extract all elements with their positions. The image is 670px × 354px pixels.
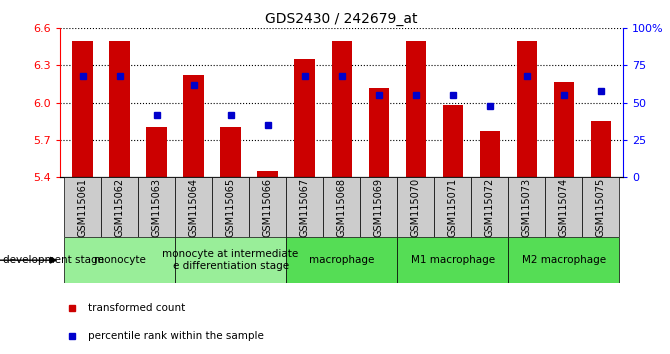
Text: macrophage: macrophage	[309, 255, 375, 265]
Text: GSM115075: GSM115075	[596, 177, 606, 237]
Bar	[397, 237, 509, 283]
Bar	[591, 121, 611, 177]
Bar	[64, 177, 101, 237]
Text: monocyte at intermediate
e differentiation stage: monocyte at intermediate e differentiati…	[163, 249, 299, 271]
Bar	[109, 41, 130, 177]
Bar	[72, 41, 92, 177]
Text: M2 macrophage: M2 macrophage	[522, 255, 606, 265]
Bar	[249, 177, 286, 237]
Title: GDS2430 / 242679_at: GDS2430 / 242679_at	[265, 12, 418, 26]
Text: transformed count: transformed count	[88, 303, 186, 313]
Text: GSM115073: GSM115073	[522, 177, 532, 237]
Bar	[257, 171, 278, 177]
Text: GSM115071: GSM115071	[448, 177, 458, 237]
Bar	[509, 237, 619, 283]
Bar	[369, 88, 389, 177]
Bar	[295, 59, 315, 177]
Text: GSM115065: GSM115065	[226, 177, 236, 237]
Bar	[286, 237, 397, 283]
Bar	[220, 127, 241, 177]
Bar	[64, 237, 175, 283]
Text: GSM115066: GSM115066	[263, 178, 273, 236]
Bar	[509, 177, 545, 237]
Text: GSM115063: GSM115063	[151, 178, 161, 236]
Text: GSM115072: GSM115072	[485, 177, 495, 237]
Text: GSM115070: GSM115070	[411, 177, 421, 237]
Text: M1 macrophage: M1 macrophage	[411, 255, 495, 265]
Text: GSM115064: GSM115064	[188, 178, 198, 236]
Bar	[323, 177, 360, 237]
Bar	[332, 41, 352, 177]
Bar	[175, 237, 286, 283]
Text: development stage: development stage	[3, 255, 105, 265]
Bar	[360, 177, 397, 237]
Bar	[553, 82, 574, 177]
Bar	[434, 177, 471, 237]
Bar	[138, 177, 175, 237]
Bar	[405, 41, 426, 177]
Bar	[397, 177, 434, 237]
Bar	[582, 177, 619, 237]
Bar	[184, 75, 204, 177]
Bar	[286, 177, 323, 237]
Text: GSM115062: GSM115062	[115, 177, 125, 237]
Bar	[480, 131, 500, 177]
Text: GSM115074: GSM115074	[559, 177, 569, 237]
Bar	[101, 177, 138, 237]
Text: GSM115067: GSM115067	[299, 177, 310, 237]
Text: GSM115069: GSM115069	[374, 178, 384, 236]
Text: GSM115061: GSM115061	[78, 178, 88, 236]
Bar	[175, 177, 212, 237]
Bar	[517, 41, 537, 177]
Bar	[545, 177, 582, 237]
Text: monocyte: monocyte	[94, 255, 145, 265]
Bar	[471, 177, 509, 237]
Bar	[146, 127, 167, 177]
Text: GSM115068: GSM115068	[337, 178, 346, 236]
Text: percentile rank within the sample: percentile rank within the sample	[88, 331, 264, 341]
Bar	[212, 177, 249, 237]
Bar	[443, 105, 463, 177]
